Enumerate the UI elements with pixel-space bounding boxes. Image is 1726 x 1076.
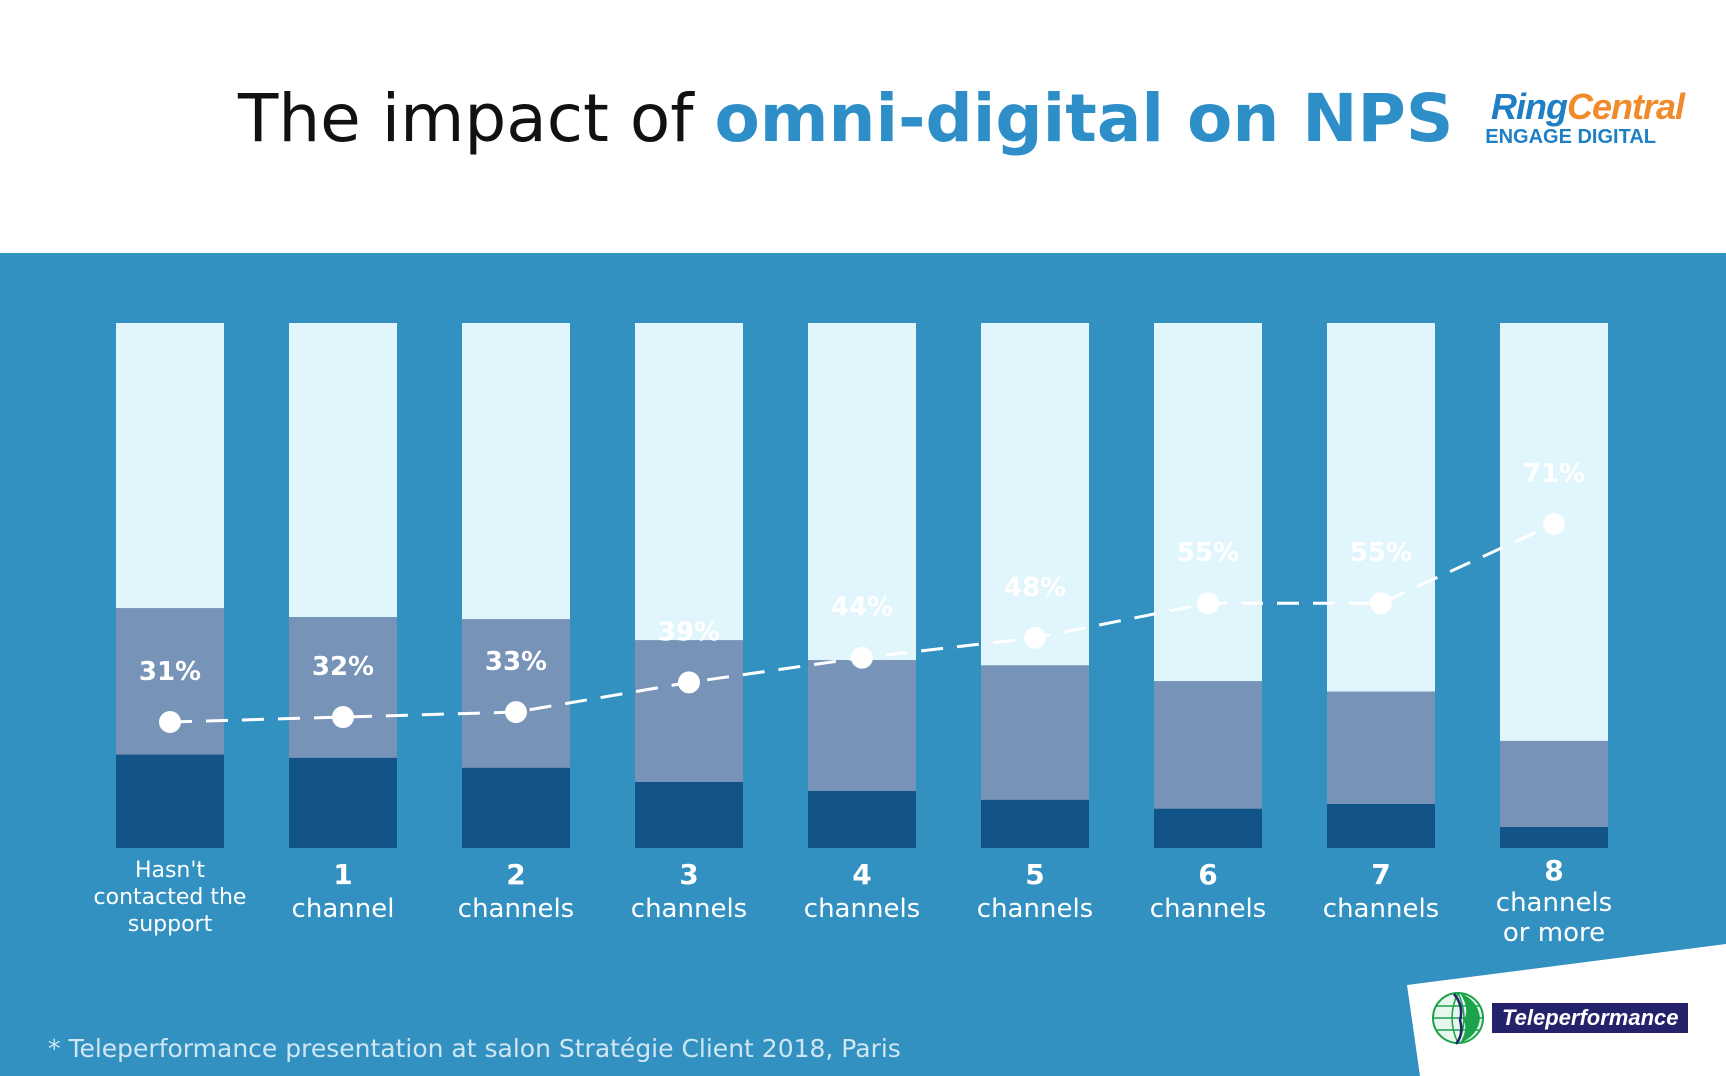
- category-label: channels: [977, 894, 1093, 924]
- nps-value-label: 55%: [1350, 538, 1412, 568]
- category-label: 7: [1371, 858, 1390, 891]
- bar-segment-mid: [808, 660, 916, 791]
- logo-engage-digital: ENGAGE DIGITAL: [1485, 126, 1656, 148]
- bar-segment-dark: [1500, 827, 1608, 848]
- category-label: channels: [631, 894, 747, 924]
- nps-value-label: 71%: [1523, 459, 1585, 489]
- category-label: 4: [852, 858, 871, 891]
- logo-central: Central: [1566, 86, 1685, 127]
- nps-data-point: [1543, 513, 1565, 535]
- bar-segment-dark: [289, 757, 397, 848]
- category-label: channels: [1150, 894, 1266, 924]
- nps-value-label: 31%: [139, 657, 201, 687]
- bar-segment-dark: [1327, 803, 1435, 848]
- nps-value-label: 39%: [658, 617, 720, 647]
- bar-segment-mid: [1327, 691, 1435, 804]
- teleperformance-wordmark: Teleperformance: [1492, 1003, 1689, 1033]
- page-title: The impact of omni-digital on NPS: [238, 80, 1453, 157]
- category-label: 5: [1025, 858, 1044, 891]
- nps-value-label: 33%: [485, 647, 547, 677]
- category-label: channels: [804, 894, 920, 924]
- category-label: channels: [1323, 894, 1439, 924]
- bar-segment-mid: [635, 640, 743, 782]
- nps-value-label: 48%: [1004, 573, 1066, 603]
- bar-segment-mid: [1500, 740, 1608, 827]
- category-label: 3: [679, 858, 698, 891]
- category-label: 8: [1544, 854, 1563, 887]
- category-label: support: [128, 912, 213, 937]
- bar-segment-dark: [1154, 808, 1262, 848]
- ringcentral-logo: RingCentral ENGAGE DIGITAL: [1444, 86, 1685, 149]
- title-plain: The impact of: [238, 80, 715, 157]
- category-label: channel: [292, 894, 395, 924]
- nps-data-point: [851, 646, 873, 669]
- bar-segment-dark: [981, 799, 1089, 848]
- nps-data-point: [1197, 592, 1219, 615]
- bar-segment-mid: [289, 617, 397, 758]
- footnote: * Teleperformance presentation at salon …: [48, 1034, 901, 1063]
- teleperformance-logo: Teleperformance: [1430, 990, 1689, 1046]
- category-label: 6: [1198, 858, 1217, 891]
- bar-segment-dark: [462, 767, 570, 848]
- bar-segment-mid: [462, 619, 570, 768]
- globe-icon: [1432, 992, 1484, 1045]
- category-label: contacted the: [94, 885, 247, 910]
- bar-segment-dark: [808, 790, 916, 848]
- nps-value-label: 32%: [312, 652, 374, 682]
- logo-ring: Ring: [1490, 86, 1568, 127]
- bar-segment-mid: [1154, 681, 1262, 809]
- nps-data-point: [332, 706, 354, 729]
- category-label: channels: [1496, 888, 1612, 918]
- category-label: channels: [458, 894, 574, 924]
- nps-data-point: [1370, 592, 1392, 615]
- nps-value-label: 55%: [1177, 538, 1239, 568]
- nps-data-point: [159, 711, 181, 733]
- category-label: 1: [333, 858, 352, 891]
- category-label: 2: [506, 858, 525, 891]
- category-label: or more: [1503, 918, 1605, 948]
- bar-segment-mid: [981, 665, 1089, 800]
- title-highlight: omni-digital on NPS: [714, 80, 1454, 157]
- nps-data-point: [505, 701, 527, 724]
- nps-data-point: [678, 671, 700, 694]
- bar-segment-dark: [116, 754, 224, 848]
- nps-value-label: 44%: [831, 593, 893, 623]
- nps-data-point: [1024, 626, 1046, 649]
- category-label: Hasn't: [135, 858, 205, 883]
- bar-segment-dark: [635, 781, 743, 848]
